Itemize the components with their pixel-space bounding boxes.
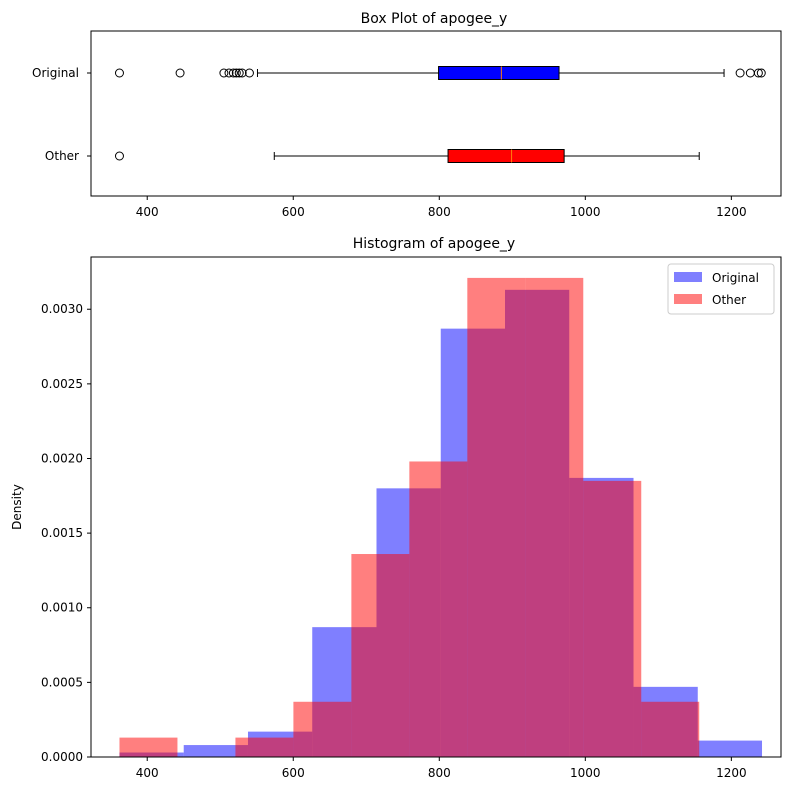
box-outlier-point xyxy=(224,68,234,78)
box-plot-frame xyxy=(90,30,782,197)
histogram-content: 400 600 800 1000 1200 0.0000 0.0005 0.0010 0.001… xyxy=(41,277,763,780)
box-plot-panel: Box Plot of apogee_y 400 600 800 1000 1200 Or… xyxy=(32,11,782,219)
histogram-title: Histogram of apogee_y xyxy=(353,236,515,252)
legend-swatch xyxy=(674,272,702,282)
hist-x-tick-label: 400 xyxy=(136,766,159,780)
box-iqr xyxy=(447,149,565,163)
box-x-tick-label: 600 xyxy=(282,205,305,219)
hist-y-tick-label: 0.0015 xyxy=(41,526,83,540)
legend-swatch xyxy=(674,294,702,304)
histogram-panel: Histogram of apogee_y 400 600 800 1000 1200 0… xyxy=(10,236,782,780)
hist-y-tick-label: 0.0020 xyxy=(41,451,83,465)
box-y-tick-label: Original xyxy=(32,66,79,80)
box-outlier-point xyxy=(175,68,185,78)
box-x-tick-label: 400 xyxy=(136,205,159,219)
hist-y-tick-label: 0.0030 xyxy=(41,302,83,316)
box-plot-title: Box Plot of apogee_y xyxy=(361,11,508,27)
box-outlier-point xyxy=(237,68,247,78)
box-x-tick-label: 1000 xyxy=(570,205,601,219)
box-outlier-point xyxy=(114,151,124,161)
histogram-bar xyxy=(697,740,763,757)
legend-label: Other xyxy=(712,293,746,307)
box-outlier-point xyxy=(756,68,766,78)
histogram-bar xyxy=(119,737,178,757)
histogram-bar xyxy=(183,745,248,757)
histogram-bar xyxy=(409,461,468,757)
box-outlier-point xyxy=(114,68,124,78)
box-outlier-point xyxy=(231,68,241,78)
box-plot-content: 400 600 800 1000 1200 Original Other xyxy=(32,66,766,219)
histogram-bar xyxy=(525,277,584,757)
legend: Original Other xyxy=(667,263,775,315)
hist-y-tick-label: 0.0025 xyxy=(41,377,83,391)
histogram-bar xyxy=(351,554,410,757)
y-axis-label: Density xyxy=(10,484,24,530)
box-y-tick-label: Other xyxy=(45,149,79,163)
histogram-bar xyxy=(293,701,352,757)
histogram-bar xyxy=(235,737,294,757)
legend-label: Original xyxy=(712,271,759,285)
hist-y-tick-label: 0.0000 xyxy=(41,750,83,764)
box-outlier-point xyxy=(244,68,254,78)
hist-x-tick-label: 1200 xyxy=(716,766,747,780)
histogram-bar xyxy=(583,480,642,757)
hist-y-tick-label: 0.0005 xyxy=(41,675,83,689)
hist-y-tick-label: 0.0010 xyxy=(41,601,83,615)
box-outlier-point xyxy=(753,68,763,78)
histogram-frame xyxy=(90,256,782,758)
box-x-tick-label: 1200 xyxy=(716,205,747,219)
box-outlier-point xyxy=(228,68,238,78)
hist-x-tick-label: 800 xyxy=(428,766,451,780)
hist-x-tick-label: 600 xyxy=(282,766,305,780)
box-iqr xyxy=(438,66,560,80)
box-outlier-point xyxy=(745,68,755,78)
box-outlier-point xyxy=(234,68,244,78)
histogram-bar xyxy=(641,701,700,757)
box-x-tick-label: 800 xyxy=(428,205,451,219)
box-outlier-point xyxy=(735,68,745,78)
box-outlier-point xyxy=(219,68,229,78)
histogram-bar xyxy=(467,277,526,757)
hist-x-tick-label: 1000 xyxy=(570,766,601,780)
